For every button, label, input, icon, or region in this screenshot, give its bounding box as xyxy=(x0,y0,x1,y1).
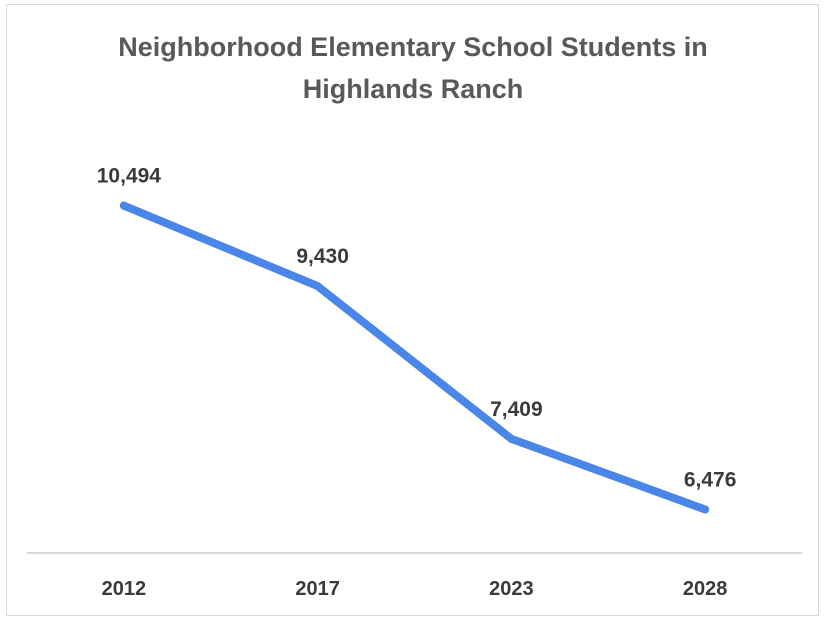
data-label: 9,430 xyxy=(296,245,349,268)
data-label: 7,409 xyxy=(490,398,543,421)
data-point xyxy=(313,282,322,291)
data-label: 10,494 xyxy=(97,165,162,188)
x-tick-label: 2017 xyxy=(295,578,340,600)
data-point xyxy=(507,434,516,443)
series-line xyxy=(119,201,710,514)
data-label: 6,476 xyxy=(684,468,737,491)
data-point xyxy=(701,505,710,514)
chart-frame xyxy=(6,4,819,616)
data-point xyxy=(119,201,128,210)
x-tick-label: 2028 xyxy=(683,578,728,600)
x-tick-label: 2012 xyxy=(102,578,147,600)
x-tick-label: 2023 xyxy=(489,578,534,600)
chart-title-line-2: Highlands Ranch xyxy=(303,74,524,104)
chart-marks: 2012 2017 2023 2028 10,494 9,430 7,409 6,476 xyxy=(97,165,737,600)
chart-title-line-1: Neighborhood Elementary School Students … xyxy=(118,32,708,62)
